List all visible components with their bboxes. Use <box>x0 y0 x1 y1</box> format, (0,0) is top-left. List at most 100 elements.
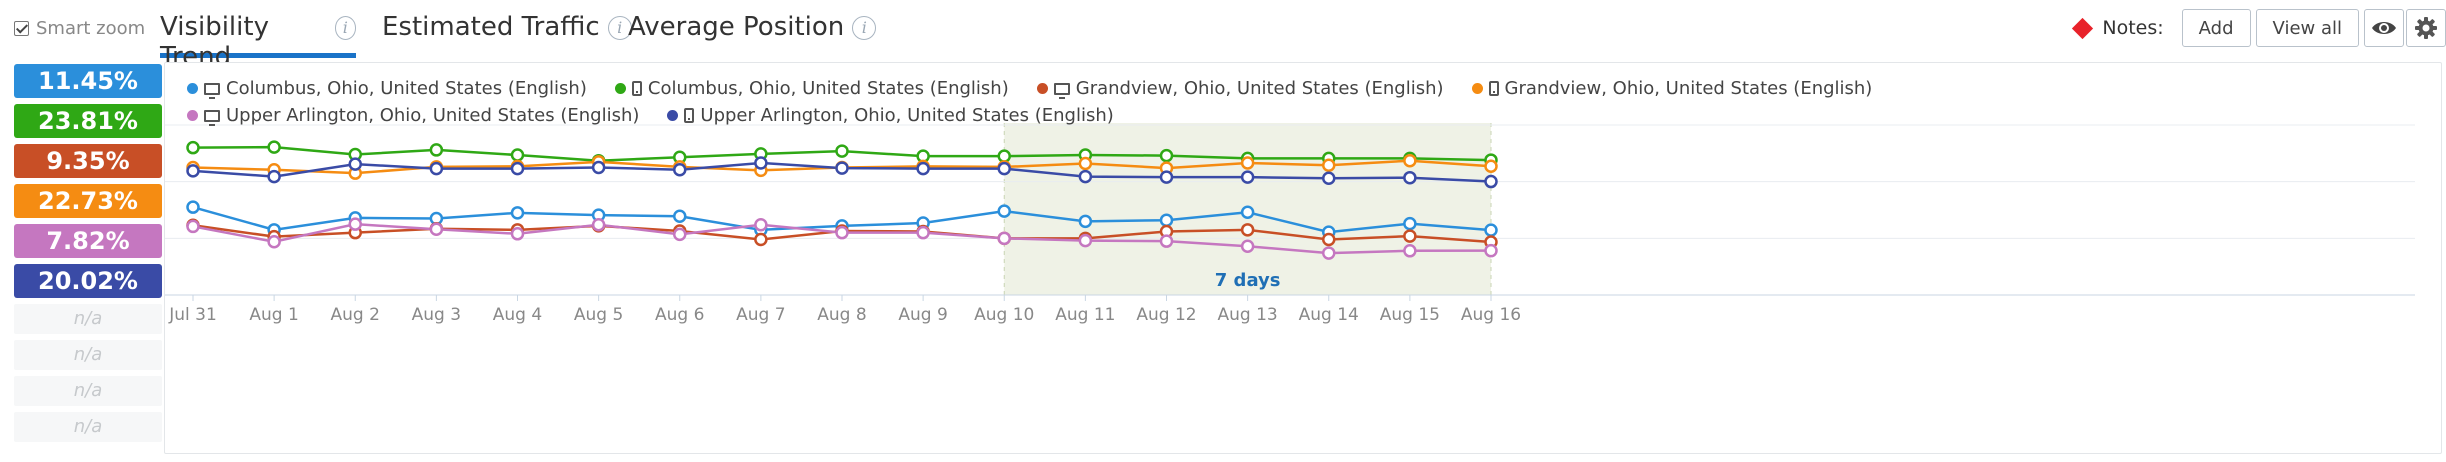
data-point[interactable] <box>997 161 1011 176</box>
data-point[interactable] <box>1484 174 1498 189</box>
tab-visibility-trend-label: Visibility Trend <box>160 12 269 72</box>
current-value-badge: 11.45% <box>14 64 162 98</box>
data-point[interactable] <box>1403 244 1417 258</box>
legend-item[interactable]: Upper Arlington, Ohio, United States (En… <box>187 102 639 129</box>
notes-toolbar: Notes: Add View all <box>2072 6 2446 50</box>
data-point[interactable] <box>673 227 687 242</box>
data-point[interactable] <box>267 234 281 249</box>
x-tick-label: Aug 2 <box>331 305 380 325</box>
add-note-button[interactable]: Add <box>2181 9 2251 47</box>
data-point[interactable] <box>510 161 525 176</box>
current-value-badge: 22.73% <box>14 184 162 218</box>
data-point[interactable] <box>591 217 606 232</box>
data-point[interactable] <box>1078 169 1093 184</box>
legend-item[interactable]: Upper Arlington, Ohio, United States (En… <box>667 102 1114 129</box>
data-point[interactable] <box>1240 205 1255 220</box>
mobile-icon <box>684 108 695 123</box>
data-point[interactable] <box>1159 148 1174 163</box>
data-point[interactable] <box>348 217 362 231</box>
data-point[interactable] <box>916 161 930 176</box>
smart-zoom-toggle[interactable]: Smart zoom <box>14 18 145 39</box>
data-point[interactable] <box>1322 232 1336 247</box>
smart-zoom-label: Smart zoom <box>36 18 146 39</box>
mobile-icon <box>1488 81 1499 96</box>
data-point[interactable] <box>997 149 1011 163</box>
data-point[interactable] <box>591 160 606 175</box>
data-point[interactable] <box>267 140 281 154</box>
data-point[interactable] <box>1159 213 1174 227</box>
visibility-button[interactable] <box>2364 9 2404 47</box>
data-point[interactable] <box>754 156 768 170</box>
data-point[interactable] <box>186 200 200 214</box>
data-point[interactable] <box>186 219 200 234</box>
data-point[interactable] <box>754 232 768 247</box>
data-point[interactable] <box>1159 234 1174 248</box>
data-point[interactable] <box>997 231 1011 246</box>
smart-zoom-checkbox[interactable] <box>14 21 29 36</box>
data-point[interactable] <box>1322 246 1336 260</box>
data-point[interactable] <box>1240 156 1255 170</box>
data-point[interactable] <box>1240 239 1255 254</box>
tab-visibility-trend[interactable]: Visibility Trend i <box>160 12 356 72</box>
data-point[interactable] <box>1322 158 1336 172</box>
data-point[interactable] <box>186 164 200 178</box>
legend-dot <box>187 83 198 94</box>
legend-item[interactable]: Grandview, Ohio, United States (English) <box>1471 75 1873 102</box>
data-point[interactable] <box>835 144 849 158</box>
x-tick-label: Aug 13 <box>1218 305 1278 325</box>
desktop-icon <box>204 82 220 99</box>
data-point[interactable] <box>1484 223 1498 237</box>
data-point[interactable] <box>835 161 849 175</box>
data-point[interactable] <box>1240 223 1255 237</box>
legend-label: Grandview, Ohio, United States (English) <box>1504 78 1873 99</box>
info-icon[interactable]: i <box>607 16 632 40</box>
data-point[interactable] <box>510 148 525 162</box>
empty-value-slot: n/a <box>14 412 162 442</box>
data-point[interactable] <box>429 143 444 157</box>
legend-item[interactable]: Grandview, Ohio, United States (English) <box>1036 75 1444 102</box>
data-point[interactable] <box>267 169 281 184</box>
data-point[interactable] <box>186 140 200 155</box>
legend-item[interactable]: Columbus, Ohio, United States (English) <box>614 75 1009 102</box>
data-point[interactable] <box>916 225 930 240</box>
data-point[interactable] <box>1403 216 1417 231</box>
data-point[interactable] <box>1322 171 1336 186</box>
data-point[interactable] <box>348 157 362 171</box>
settings-button[interactable] <box>2406 9 2446 47</box>
data-point[interactable] <box>997 204 1011 218</box>
empty-value-slot: n/a <box>14 340 162 370</box>
data-point[interactable] <box>1484 159 1498 173</box>
info-icon[interactable]: i <box>334 16 356 40</box>
data-point[interactable] <box>1240 170 1255 184</box>
data-point[interactable] <box>835 225 849 240</box>
legend-dot <box>614 83 626 94</box>
x-tick-label: Aug 7 <box>736 305 785 325</box>
data-point[interactable] <box>510 227 525 241</box>
data-point[interactable] <box>1078 233 1093 248</box>
data-point[interactable] <box>1403 170 1417 185</box>
tab-estimated-traffic[interactable]: Estimated Traffic i <box>382 12 632 58</box>
tab-average-position[interactable]: Average Position i <box>628 12 877 58</box>
current-value-badge: 7.82% <box>14 224 162 258</box>
legend-dot <box>1471 83 1483 94</box>
view-all-notes-button[interactable]: View all <box>2255 9 2359 47</box>
data-point[interactable] <box>510 206 525 220</box>
legend-item[interactable]: Columbus, Ohio, United States (English) <box>187 75 587 102</box>
data-point[interactable] <box>1403 153 1417 168</box>
data-point[interactable] <box>1484 243 1498 258</box>
data-point[interactable] <box>673 163 687 177</box>
data-point[interactable] <box>429 161 444 176</box>
data-point[interactable] <box>754 217 768 232</box>
data-point[interactable] <box>1403 229 1417 243</box>
notes-label: Notes: <box>2102 17 2164 39</box>
info-icon[interactable]: i <box>852 16 877 40</box>
data-point[interactable] <box>1078 214 1093 229</box>
x-tick-label: Aug 11 <box>1055 305 1115 325</box>
data-point[interactable] <box>673 209 687 223</box>
data-point[interactable] <box>1159 170 1174 184</box>
mobile-icon <box>631 81 642 96</box>
data-point[interactable] <box>1078 156 1093 171</box>
data-point[interactable] <box>429 222 444 237</box>
